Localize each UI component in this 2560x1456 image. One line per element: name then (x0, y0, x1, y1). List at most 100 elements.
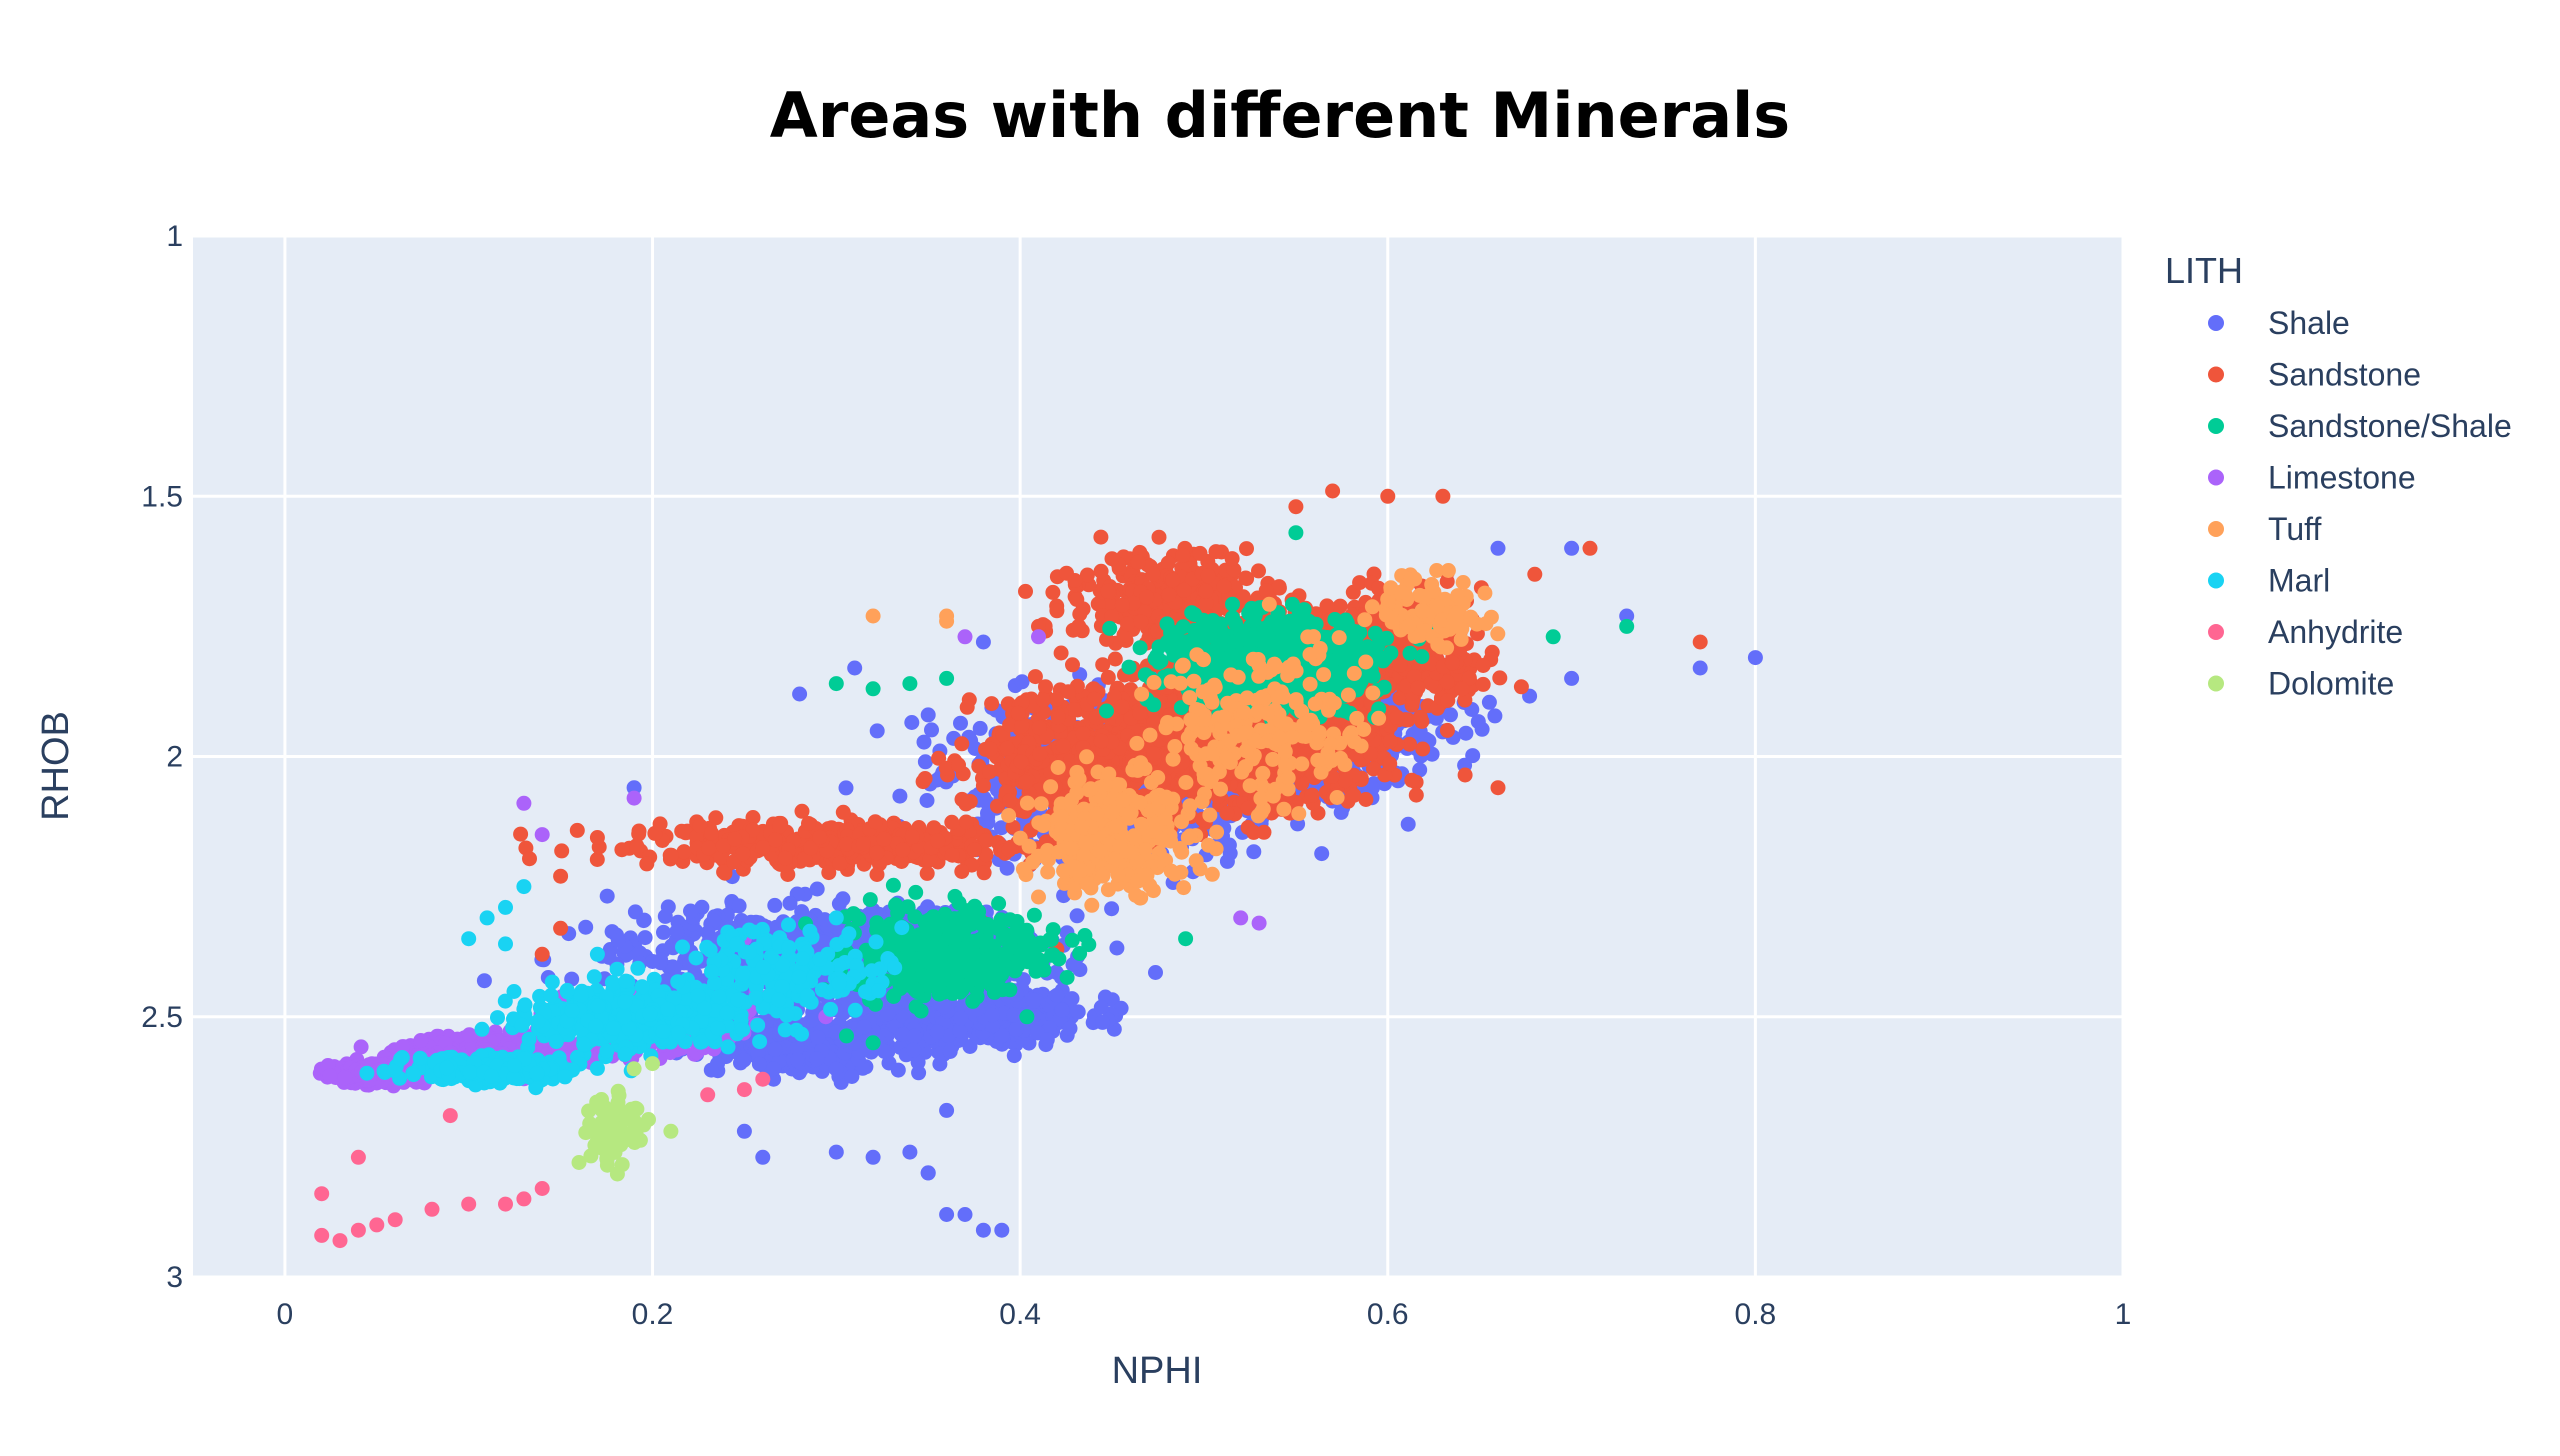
data-point (847, 660, 863, 676)
data-point (1086, 691, 1102, 707)
data-point (880, 1006, 896, 1022)
data-point (1470, 714, 1486, 730)
data-point (731, 898, 747, 914)
data-point (1039, 1032, 1055, 1048)
data-point (984, 696, 1000, 712)
data-point (736, 1123, 752, 1139)
data-point (1006, 1048, 1022, 1064)
data-point (1109, 940, 1125, 956)
data-point (816, 934, 832, 950)
data-point (856, 1019, 872, 1035)
data-point (994, 1222, 1010, 1238)
data-point (916, 734, 932, 750)
chart-title: Areas with different Minerals (770, 79, 1790, 152)
data-point (1054, 1002, 1070, 1018)
data-point (975, 1222, 991, 1238)
data-point (1095, 1014, 1111, 1030)
data-point (999, 860, 1015, 876)
data-point (782, 895, 798, 911)
data-point (564, 971, 580, 987)
data-point (1382, 733, 1398, 749)
data-point (599, 888, 615, 904)
data-point (1093, 999, 1109, 1015)
data-point (1100, 669, 1116, 685)
data-point (1337, 773, 1353, 789)
data-point (656, 924, 671, 940)
data-point (657, 908, 673, 924)
data-point (1412, 762, 1428, 778)
data-point (694, 899, 710, 915)
data-point (917, 754, 933, 770)
data-point (1400, 816, 1416, 832)
data-point (1256, 824, 1272, 840)
data-point (1314, 846, 1330, 862)
data-point (953, 1010, 969, 1026)
data-point (1458, 725, 1474, 741)
data-point (1465, 748, 1481, 764)
data-point (767, 1041, 783, 1057)
data-point (789, 1052, 805, 1068)
data-point (683, 903, 698, 919)
data-point (919, 793, 935, 808)
data-point (984, 1007, 1000, 1023)
data-point (1404, 772, 1420, 788)
data-point (669, 924, 685, 940)
data-point (1564, 670, 1580, 686)
data-point (1219, 805, 1235, 821)
data-point (838, 780, 854, 796)
data-point (936, 999, 952, 1015)
data-point (1490, 540, 1506, 556)
data-point (700, 925, 716, 941)
data-point (1070, 1004, 1086, 1020)
data-point (1219, 853, 1235, 869)
data-point (792, 686, 808, 702)
data-point (917, 771, 933, 786)
data-point (835, 891, 851, 907)
data-point (975, 634, 991, 650)
data-point (999, 740, 1015, 756)
data-point (1443, 707, 1458, 723)
data-point (817, 912, 833, 928)
data-point (751, 1056, 767, 1072)
data-point (809, 1051, 825, 1067)
data-point (953, 715, 968, 731)
data-point (844, 1069, 860, 1084)
data-point (957, 1207, 973, 1222)
data-points (312, 483, 1763, 1249)
data-point (1564, 540, 1580, 556)
data-point (755, 1149, 771, 1165)
data-point (828, 1061, 844, 1077)
data-point (924, 722, 939, 738)
data-point (828, 1144, 844, 1160)
data-point (578, 919, 594, 935)
data-point (1304, 787, 1320, 803)
data-point (476, 973, 492, 989)
data-point (1246, 844, 1262, 860)
data-point (1027, 669, 1043, 685)
data-point (736, 1052, 752, 1068)
data-point (952, 1023, 968, 1039)
data-point (951, 757, 966, 773)
data-point (666, 960, 682, 976)
data-point (1065, 657, 1080, 673)
data-point (993, 820, 1009, 836)
data-point (766, 1061, 782, 1077)
data-point (1481, 694, 1497, 710)
data-point (637, 930, 653, 946)
data-point (601, 949, 617, 965)
data-point (1692, 660, 1708, 676)
data-point (959, 699, 975, 715)
data-point (1408, 787, 1424, 803)
data-point (1075, 726, 1091, 741)
data-point (1104, 901, 1120, 917)
data-point (865, 1149, 881, 1165)
data-point (1064, 991, 1080, 1007)
data-point (809, 881, 825, 897)
data-point (920, 707, 936, 723)
data-point (1346, 787, 1362, 803)
data-point (610, 932, 626, 948)
data-point (636, 913, 652, 929)
data-point (929, 1024, 945, 1040)
data-point (1069, 908, 1085, 924)
